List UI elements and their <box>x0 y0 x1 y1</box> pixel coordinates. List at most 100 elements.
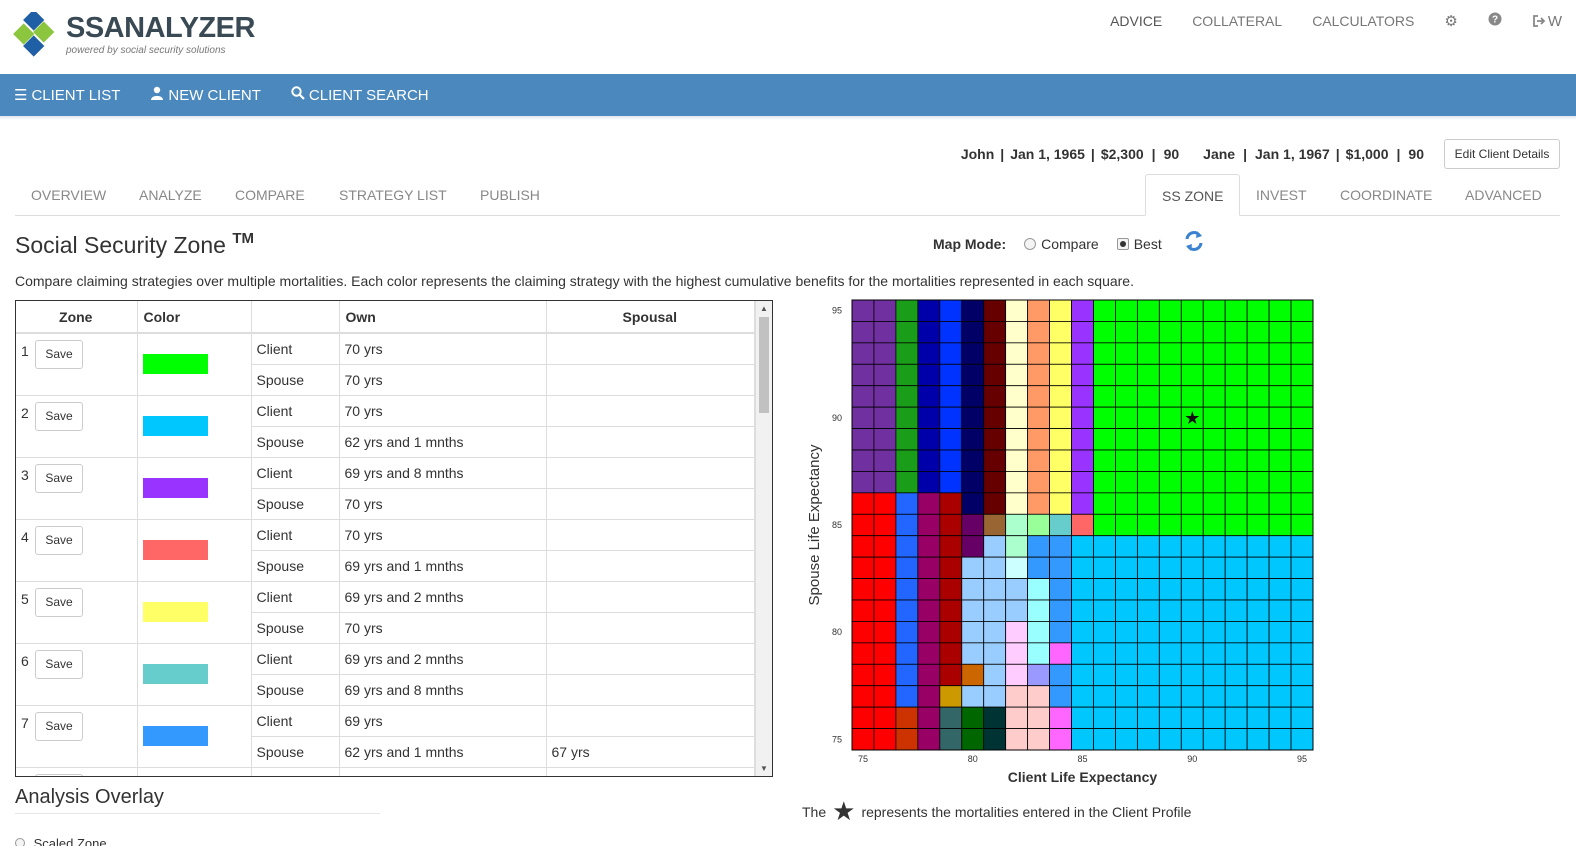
zone-cell-mark[interactable] <box>1136 642 1160 665</box>
zone-cell-mark[interactable] <box>961 685 985 708</box>
zone-cell-mark[interactable] <box>1268 728 1292 751</box>
zone-cell-mark[interactable] <box>917 449 941 472</box>
zone-cell-mark[interactable] <box>1136 363 1160 387</box>
client-search-link[interactable]: CLIENT SEARCH <box>291 86 429 104</box>
zone-cell-mark[interactable] <box>895 342 919 365</box>
zone-cell-mark[interactable] <box>1049 578 1072 601</box>
zone-cell-mark[interactable] <box>851 299 875 322</box>
zone-cell-mark[interactable] <box>1049 535 1072 558</box>
zone-cell-mark[interactable] <box>1049 706 1072 729</box>
zone-cell-mark[interactable] <box>1158 621 1182 644</box>
zone-cell-mark[interactable] <box>1290 428 1314 451</box>
zone-cell-mark[interactable] <box>1224 599 1248 622</box>
zone-cell-mark[interactable] <box>851 385 875 408</box>
zone-cell-mark[interactable] <box>1224 363 1248 387</box>
zone-cell-mark[interactable] <box>1115 621 1138 644</box>
zone-cell-mark[interactable] <box>1071 556 1094 579</box>
zone-cell-mark[interactable] <box>895 535 919 558</box>
zone-cell-mark[interactable] <box>1005 385 1029 408</box>
zone-cell-mark[interactable] <box>961 642 985 665</box>
zone-cell-mark[interactable] <box>1180 385 1204 408</box>
zone-cell-mark[interactable] <box>895 578 919 601</box>
zone-cell-mark[interactable] <box>1005 556 1029 579</box>
zone-cell-mark[interactable] <box>1290 385 1314 408</box>
zone-cell-mark[interactable] <box>1180 578 1204 601</box>
zone-cell-mark[interactable] <box>851 535 875 558</box>
zone-cell-mark[interactable] <box>1158 556 1182 579</box>
zone-cell-mark[interactable] <box>1115 599 1138 622</box>
zone-cell-mark[interactable] <box>1136 299 1160 322</box>
zone-cell-mark[interactable] <box>1268 578 1292 601</box>
zone-cell-mark[interactable] <box>1115 685 1138 708</box>
zone-cell-mark[interactable] <box>939 406 963 429</box>
zone-cell-mark[interactable] <box>895 621 919 644</box>
zone-cell-mark[interactable] <box>1202 621 1226 644</box>
zone-cell-mark[interactable] <box>1115 406 1138 429</box>
zone-cell-mark[interactable] <box>961 621 985 644</box>
zone-cell-mark[interactable] <box>1290 321 1314 344</box>
zone-cell-mark[interactable] <box>1158 535 1182 558</box>
zone-cell-mark[interactable] <box>917 599 941 622</box>
zone-cell-mark[interactable] <box>1290 363 1314 387</box>
zone-cell-mark[interactable] <box>1049 492 1072 515</box>
zone-cell-mark[interactable] <box>939 513 963 537</box>
zone-cell-mark[interactable] <box>1180 492 1204 515</box>
brand-logo[interactable]: SSANALYZER powered by social security so… <box>12 10 272 60</box>
zone-cell-mark[interactable] <box>1071 642 1094 665</box>
zone-cell-mark[interactable] <box>895 406 919 429</box>
zone-cell-mark[interactable] <box>1136 706 1160 729</box>
save-zone-button[interactable]: Save <box>35 649 83 679</box>
zone-cell-mark[interactable] <box>895 685 919 708</box>
zone-cell-mark[interactable] <box>1027 578 1050 601</box>
zone-cell-mark[interactable] <box>1049 471 1072 494</box>
zone-cell-mark[interactable] <box>1268 513 1292 537</box>
zone-cell-mark[interactable] <box>1158 492 1182 515</box>
zone-cell-mark[interactable] <box>939 492 963 515</box>
zone-cell-mark[interactable] <box>873 492 897 515</box>
zone-cell-mark[interactable] <box>1115 706 1138 729</box>
zone-cell-mark[interactable] <box>1180 321 1204 344</box>
zone-cell-mark[interactable] <box>1180 728 1204 751</box>
zone-cell-mark[interactable] <box>1027 471 1050 494</box>
zone-cell-mark[interactable] <box>1071 321 1094 344</box>
zone-cell-mark[interactable] <box>983 599 1007 622</box>
tab-analyze[interactable]: ANALYZE <box>139 187 202 203</box>
zone-cell-mark[interactable] <box>895 428 919 451</box>
nav-collateral[interactable]: COLLATERAL <box>1192 13 1283 29</box>
zone-cell-mark[interactable] <box>1027 556 1050 579</box>
zone-cell-mark[interactable] <box>1005 685 1029 708</box>
zone-cell-mark[interactable] <box>939 556 963 579</box>
zone-cell-mark[interactable] <box>1158 728 1182 751</box>
zone-cell-mark[interactable] <box>1115 363 1138 387</box>
zone-cell-mark[interactable] <box>1268 621 1292 644</box>
zone-cell-mark[interactable] <box>1246 321 1270 344</box>
zone-cell-mark[interactable] <box>983 685 1007 708</box>
zone-cell-mark[interactable] <box>917 621 941 644</box>
save-zone-button[interactable]: Save <box>35 463 83 493</box>
zone-cell-mark[interactable] <box>1027 621 1050 644</box>
tab-ss-zone[interactable]: SS ZONE <box>1145 174 1241 216</box>
save-zone-button[interactable]: Save <box>35 711 83 741</box>
zone-cell-mark[interactable] <box>1158 578 1182 601</box>
zone-cell-mark[interactable] <box>1005 492 1029 515</box>
zone-cell-mark[interactable] <box>1093 621 1116 644</box>
zone-cell-mark[interactable] <box>1246 706 1270 729</box>
save-zone-button[interactable]: Save <box>35 587 83 617</box>
question-circle-icon[interactable]: ? <box>1488 12 1502 30</box>
zone-cell-mark[interactable] <box>1027 513 1050 537</box>
zone-cell-mark[interactable] <box>1268 471 1292 494</box>
zone-cell-mark[interactable] <box>939 621 963 644</box>
zone-cell-mark[interactable] <box>1005 513 1029 537</box>
zone-cell-mark[interactable] <box>895 492 919 515</box>
zone-cell-mark[interactable] <box>1268 385 1292 408</box>
zone-cell-mark[interactable] <box>1202 363 1226 387</box>
zone-cell-mark[interactable] <box>1202 535 1226 558</box>
zone-cell-mark[interactable] <box>1005 471 1029 494</box>
zone-cell-mark[interactable] <box>1246 406 1270 429</box>
zone-cell-mark[interactable] <box>1180 663 1204 687</box>
zone-cell-mark[interactable] <box>961 321 985 344</box>
zone-cell-mark[interactable] <box>1290 599 1314 622</box>
zone-cell-mark[interactable] <box>1158 321 1182 344</box>
zone-cell-mark[interactable] <box>961 663 985 687</box>
zone-cell-mark[interactable] <box>1071 299 1094 322</box>
